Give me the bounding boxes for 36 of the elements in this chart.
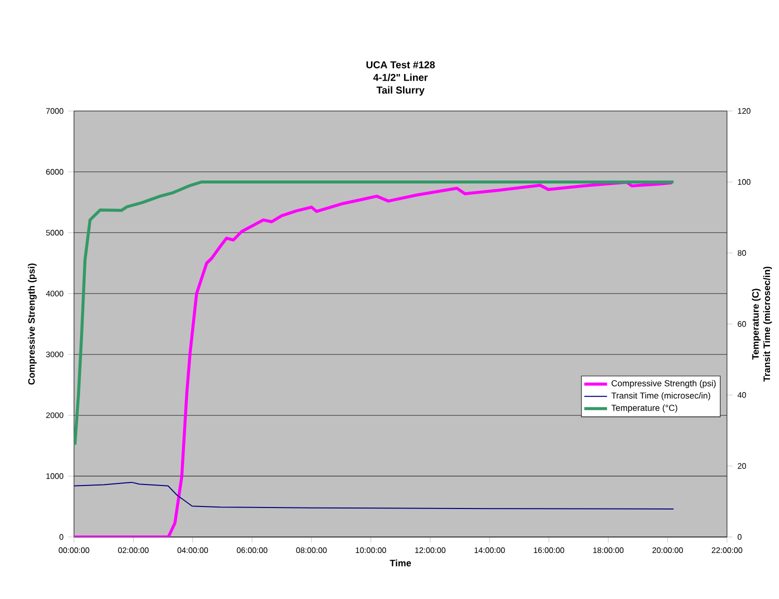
y2-tick-label: 120 xyxy=(738,108,750,114)
x-tick-label: 02:00:00 xyxy=(118,547,149,554)
chart-subtitle: 4-1/2" Liner Tail Slurry xyxy=(373,74,428,96)
y-tick-label: 0 xyxy=(59,534,64,540)
chart-title: UCA Test #128 xyxy=(366,61,435,68)
y-tick-label: 1000 xyxy=(46,473,64,479)
y2-tick-label: 20 xyxy=(738,463,746,469)
y-tick-label: 7000 xyxy=(46,108,64,114)
legend-label: Transit Time (microsec/in) xyxy=(611,392,710,400)
y2-tick-label: 60 xyxy=(738,321,746,327)
x-tick-label: 10:00:00 xyxy=(356,547,386,554)
y-tick-label: 3000 xyxy=(46,352,64,358)
x-tick-label: 14:00:00 xyxy=(474,547,505,554)
y-tick-label: 6000 xyxy=(46,169,64,175)
x-tick-label: 06:00:00 xyxy=(236,547,268,554)
legend-label: Compressive Strength (psi) xyxy=(612,380,716,388)
x-tick-label: 00:00:00 xyxy=(58,547,90,554)
x-tick-label: 12:00:00 xyxy=(415,547,446,554)
y2-tick-label: 0 xyxy=(738,534,742,540)
x-tick-label: 08:00:00 xyxy=(296,547,327,554)
x-tick-label: 04:00:00 xyxy=(177,547,208,554)
y-tick-label: 5000 xyxy=(46,230,64,236)
y2-tick-label: 100 xyxy=(738,179,750,185)
x-tick-label: 22:00:00 xyxy=(712,547,742,554)
y-tick-label: 4000 xyxy=(46,290,64,296)
y2-tick-label: 40 xyxy=(738,392,746,398)
x-tick-label: 20:00:00 xyxy=(652,547,683,554)
x-tick-label: 18:00:00 xyxy=(593,547,624,554)
y2-tick-label: 80 xyxy=(738,250,746,256)
line-series xyxy=(74,482,674,510)
y2-axis-title: Temperature (C) Transit Time (microsec/in) xyxy=(752,266,772,382)
legend-label: Temperature (°C) xyxy=(611,404,678,413)
x-tick-label: 16:00:00 xyxy=(534,547,564,554)
x-axis-title: Time xyxy=(390,560,411,566)
y-tick-label: 2000 xyxy=(46,412,64,418)
y-axis-title: Compressive Strength (psi) xyxy=(28,264,37,385)
